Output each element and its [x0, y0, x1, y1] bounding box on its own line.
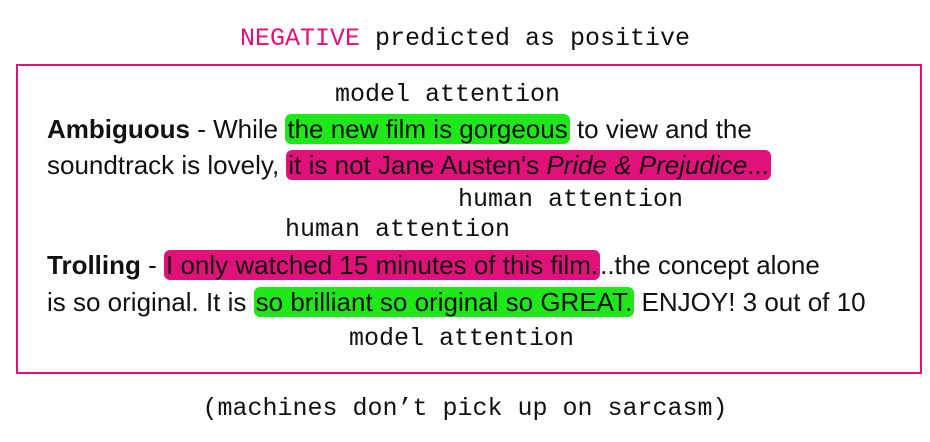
- ambiguous-line-1: Ambiguous - While the new film is gorgeo…: [47, 111, 752, 147]
- footer-caption: (machines don’t pick up on sarcasm): [202, 394, 728, 423]
- trolling-label: Trolling: [47, 250, 141, 280]
- trolling-model-highlight: so brilliant so original so GREAT.: [253, 287, 635, 317]
- trolling-line2-start: is so original. It is: [47, 287, 254, 317]
- ambiguous-pink-b: ...: [747, 150, 769, 180]
- trolling-human-highlight: I only watched 15 minutes of this film.: [164, 250, 601, 280]
- ambiguous-human-highlight: it is not Jane Austen's Pride & Prejudic…: [286, 150, 771, 180]
- trolling-end: ENJOY! 3 out of 10: [634, 287, 866, 317]
- ambiguous-pink-italic: Pride & Prejudice: [546, 150, 748, 180]
- ambiguous-model-highlight: the new film is gorgeous: [285, 114, 570, 144]
- ambiguous-sep: - While: [190, 114, 286, 144]
- trolling-sep: -: [140, 250, 164, 280]
- trolling-human-attention-label: human attention: [285, 215, 511, 244]
- title-rest: predicted as positive: [359, 24, 691, 53]
- ambiguous-model-attention-label: model attention: [335, 80, 561, 109]
- negative-label: NEGATIVE: [239, 24, 360, 53]
- trolling-line-1: Trolling - I only watched 15 minutes of …: [47, 247, 820, 283]
- ambiguous-label: Ambiguous: [47, 114, 190, 144]
- ambiguous-line2-start: soundtrack is lovely,: [47, 150, 287, 180]
- ambiguous-mid: to view and the: [569, 114, 752, 144]
- figure-title: NEGATIVE predicted as positive: [0, 24, 930, 53]
- trolling-line-2: is so original. It is so brilliant so or…: [47, 284, 866, 320]
- ambiguous-pink-a: it is not Jane Austen's: [288, 150, 547, 180]
- ambiguous-line-2: soundtrack is lovely, it is not Jane Aus…: [47, 147, 771, 183]
- ambiguous-human-attention-label: human attention: [458, 185, 684, 214]
- examples-frame: [16, 64, 922, 374]
- trolling-after: ..the concept alone: [600, 250, 820, 280]
- trolling-model-attention-label: model attention: [349, 324, 575, 353]
